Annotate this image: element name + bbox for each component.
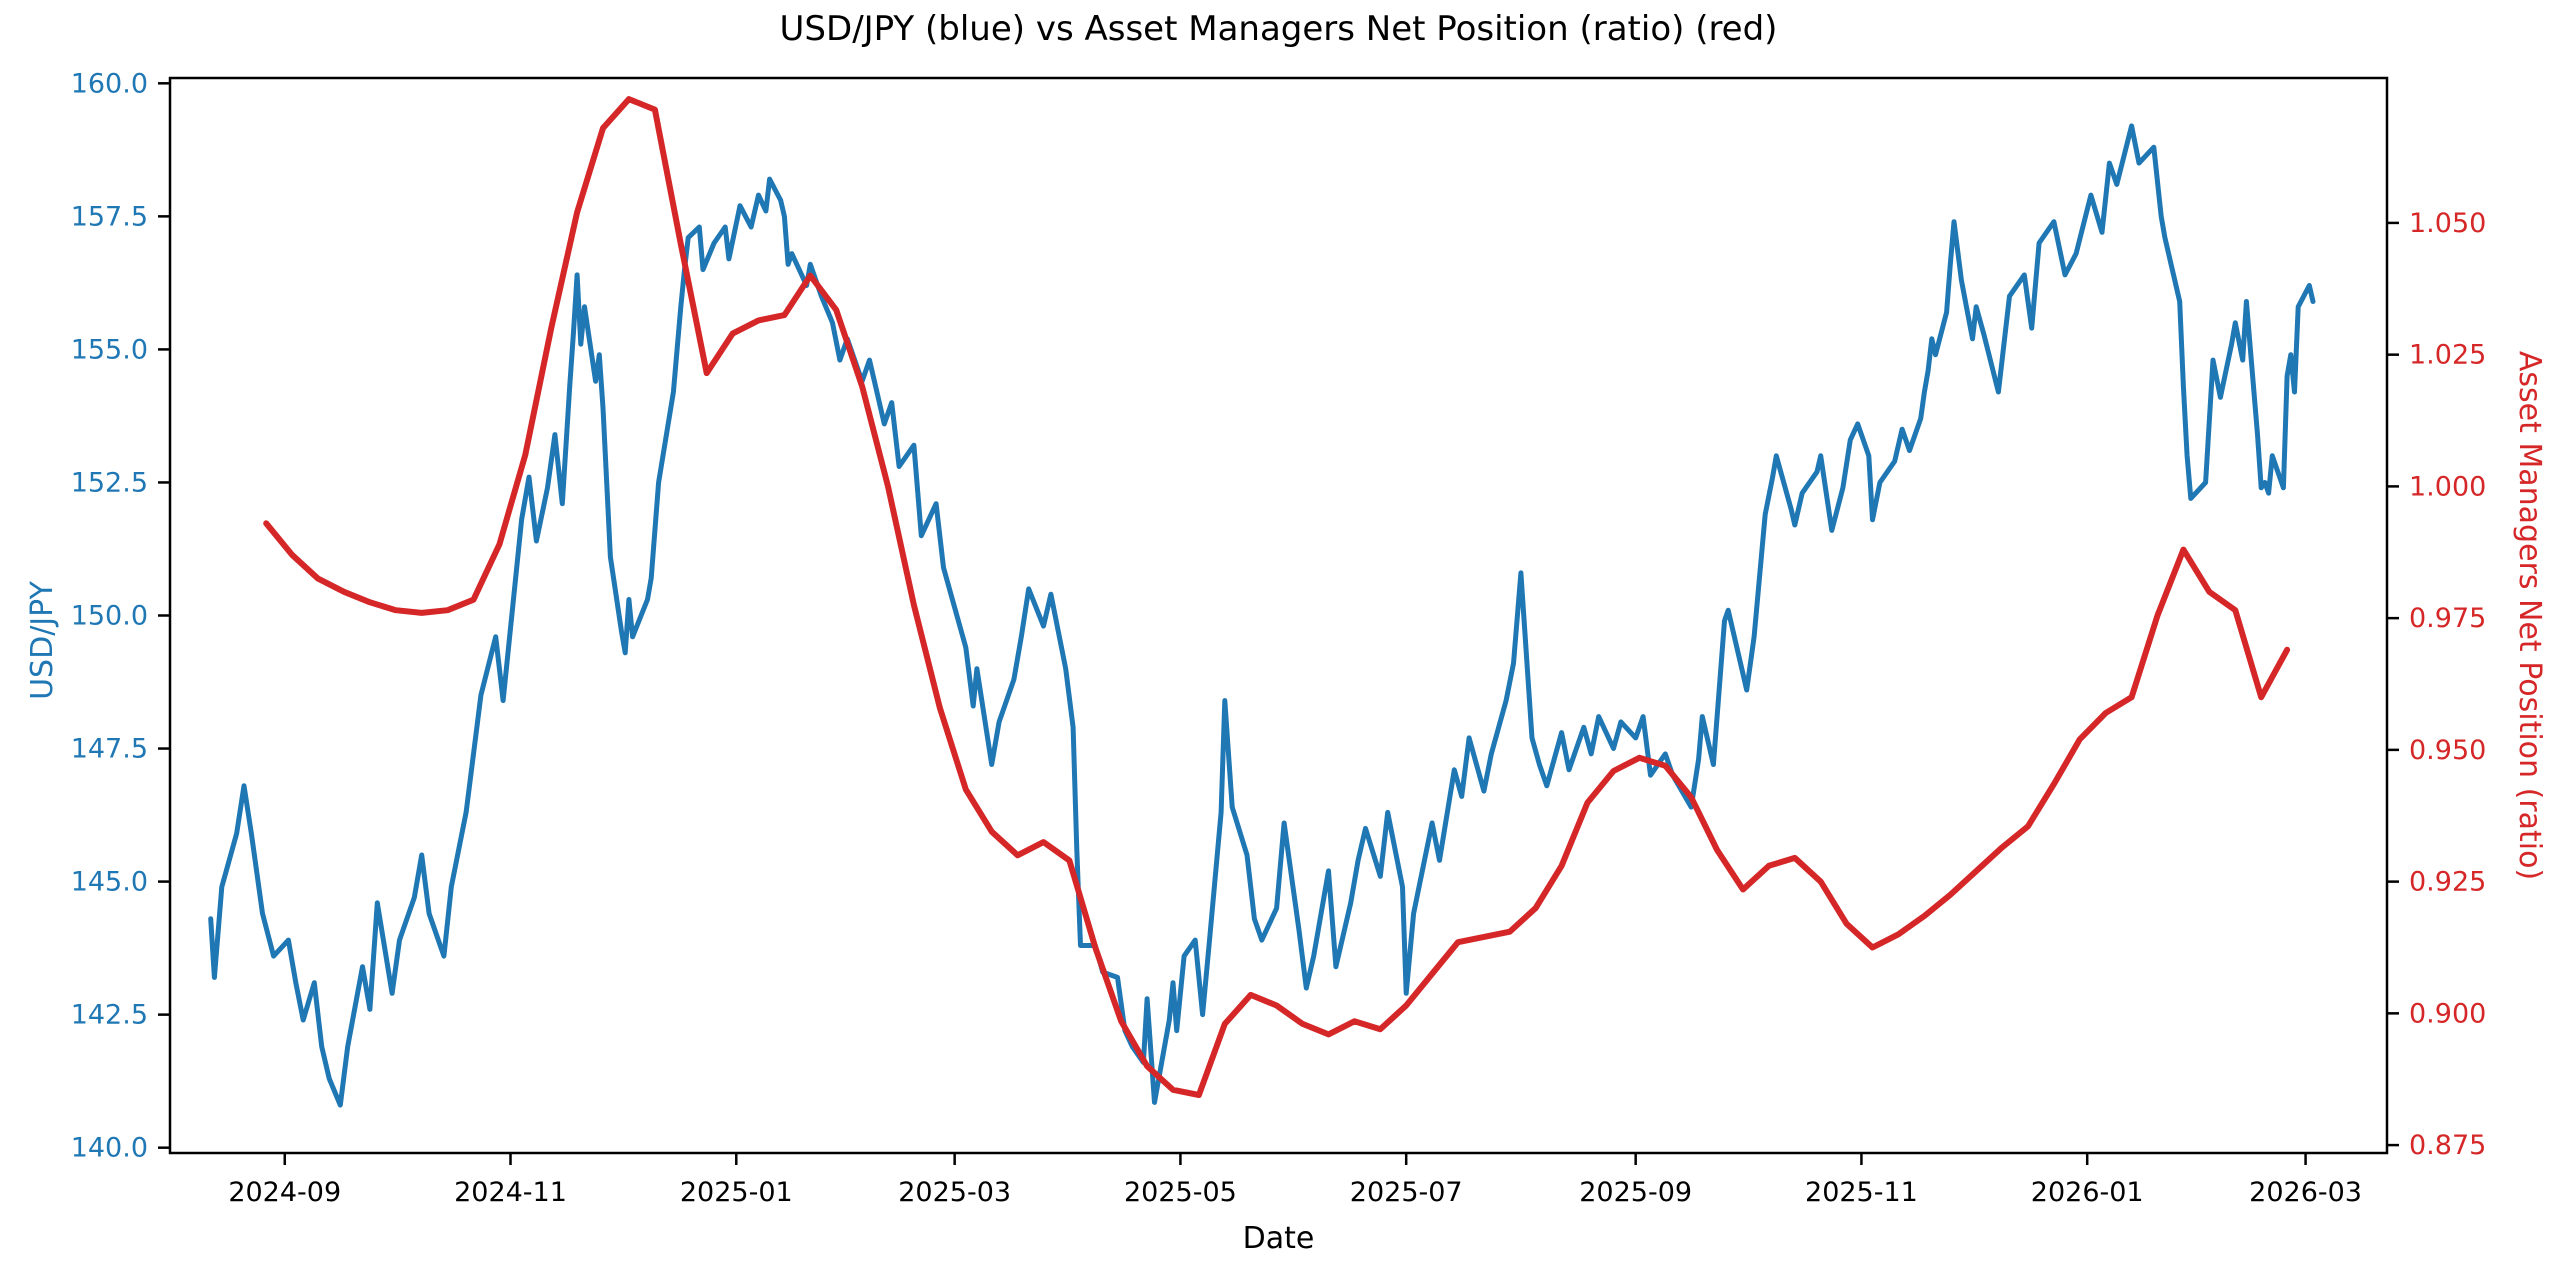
left-tick-label: 150.0 (71, 601, 148, 632)
left-tick-label: 145.0 (71, 867, 148, 898)
right-tick-label: 0.975 (2409, 603, 2486, 634)
right-tick-label: 1.000 (2409, 471, 2486, 502)
x-axis-label: Date (1243, 1221, 1315, 1256)
left-tick-label: 142.5 (71, 1000, 148, 1031)
left-tick-label: 155.0 (71, 334, 148, 365)
chart-title: USD/JPY (blue) vs Asset Managers Net Pos… (780, 9, 1778, 49)
right-tick-label: 1.050 (2409, 208, 2486, 239)
right-tick-label: 0.925 (2409, 867, 2486, 898)
x-tick-label: 2025-05 (1124, 1177, 1237, 1208)
net-position-line (263, 96, 2291, 1098)
x-tick-label: 2024-11 (454, 1177, 567, 1208)
left-tick-label: 147.5 (71, 734, 148, 765)
right-tick-label: 0.875 (2409, 1130, 2486, 1161)
x-tick-label: 2025-11 (1805, 1177, 1918, 1208)
x-tick-label: 2026-01 (2031, 1177, 2144, 1208)
x-tick-label: 2025-09 (1579, 1177, 1692, 1208)
left-axis-label: USD/JPY (25, 580, 60, 699)
right-tick-label: 1.025 (2409, 340, 2486, 371)
right-axis-label: Asset Managers Net Position (ratio) (2512, 351, 2547, 880)
x-tick-label: 2025-07 (1350, 1177, 1463, 1208)
left-tick-label: 157.5 (71, 201, 148, 232)
left-tick-label: 160.0 (71, 68, 148, 99)
x-tick-label: 2026-03 (2249, 1177, 2362, 1208)
x-tick-label: 2025-01 (680, 1177, 793, 1208)
usdjpy-line (208, 123, 2316, 1108)
x-tick-label: 2024-09 (228, 1177, 341, 1208)
left-tick-label: 140.0 (71, 1133, 148, 1164)
right-tick-label: 0.900 (2409, 998, 2486, 1029)
right-tick-label: 0.950 (2409, 735, 2486, 766)
left-tick-label: 152.5 (71, 467, 148, 498)
x-tick-label: 2025-03 (898, 1177, 1011, 1208)
